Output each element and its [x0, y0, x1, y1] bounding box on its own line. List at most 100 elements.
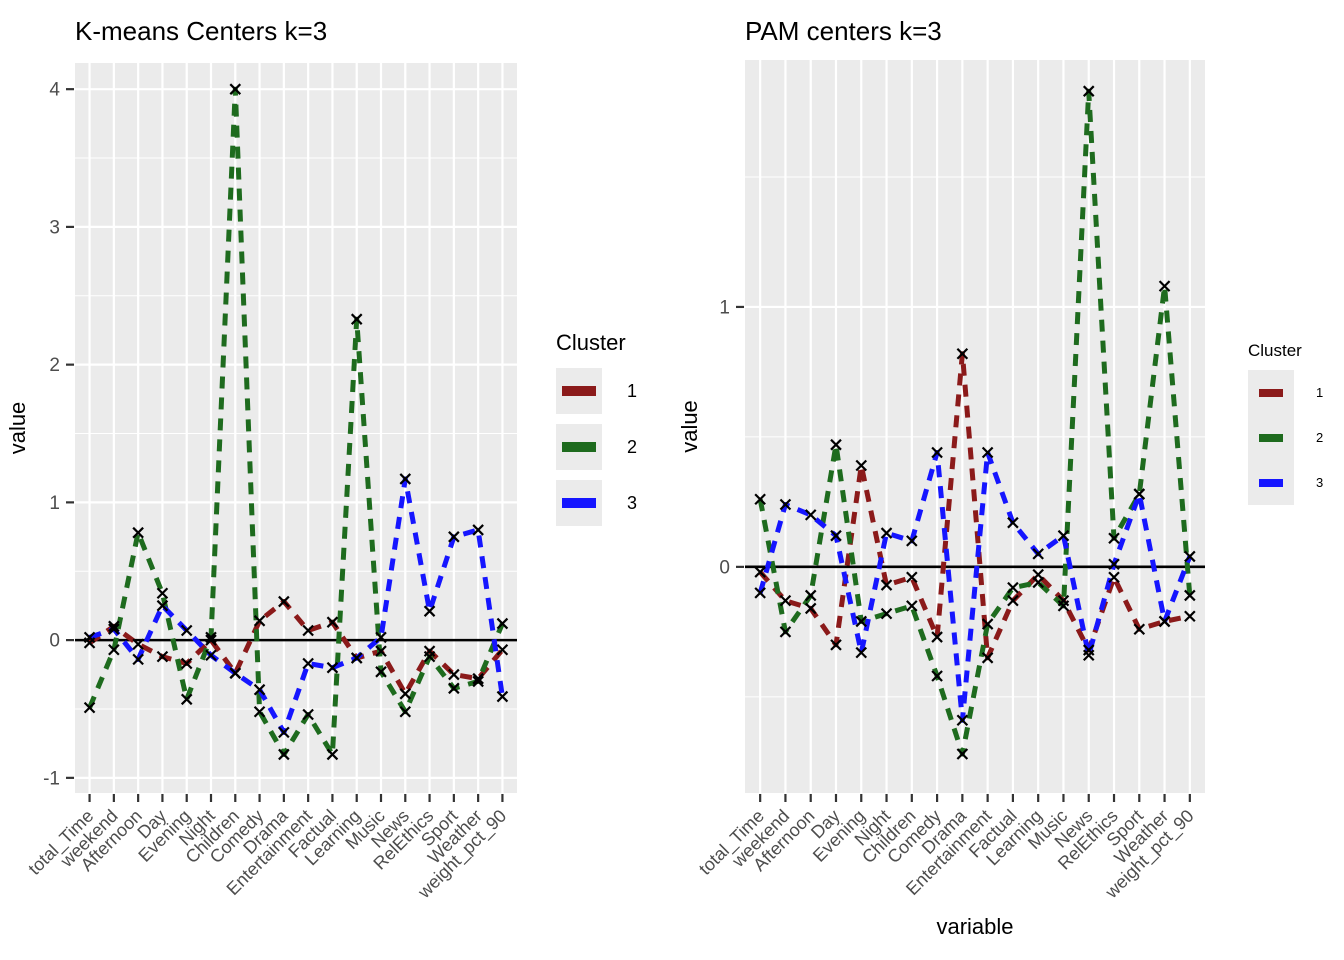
x-marker [1133, 488, 1146, 500]
legend-swatch-cluster-1 [562, 386, 596, 396]
legend-item-cluster-1: 1 [556, 368, 637, 414]
series-line-cluster-2 [757, 88, 1193, 757]
x-marker [375, 631, 387, 644]
x-marker [855, 459, 868, 472]
x-marker [779, 594, 792, 607]
x-marker [326, 661, 339, 674]
x-marker [931, 631, 943, 643]
x-marker [448, 531, 460, 543]
x-marker [399, 473, 412, 485]
y-tick-label: 4 [49, 80, 60, 101]
x-marker [956, 714, 969, 726]
y-tick-label: 1 [719, 297, 730, 318]
legend-item-cluster-2: 2 [1248, 415, 1323, 460]
legend-key [1248, 415, 1294, 460]
x-marker [1184, 550, 1196, 563]
legend-key [1248, 460, 1294, 505]
x-marker [1184, 610, 1196, 623]
legend-label: 3 [627, 492, 638, 513]
x-marker [375, 666, 387, 678]
legend-label: 2 [627, 436, 638, 457]
x-marker [956, 748, 969, 760]
x-marker [83, 631, 96, 644]
x-marker [253, 683, 266, 696]
series-markers-cluster-2 [83, 83, 509, 761]
legend-item-cluster-3: 3 [1248, 460, 1323, 505]
legend-item-cluster-2: 2 [556, 424, 637, 470]
x-marker [754, 566, 766, 578]
legend-kmeans: Cluster 1 2 3 [556, 330, 637, 536]
chart-title: K-means Centers k=3 [75, 16, 327, 46]
x-marker [278, 748, 290, 761]
legend-label: 1 [1316, 385, 1324, 400]
x-marker [180, 657, 193, 670]
x-marker [754, 587, 766, 599]
x-marker [931, 446, 943, 459]
legend-swatch-cluster-2 [1259, 433, 1283, 442]
x-marker [804, 509, 817, 521]
x-marker [1007, 581, 1019, 594]
x-marker [1032, 548, 1044, 560]
series-line-cluster-2 [87, 86, 505, 757]
x-marker [132, 638, 144, 651]
x-marker [108, 623, 120, 635]
x-marker [156, 587, 169, 600]
x-axis-title: variable [936, 914, 1013, 939]
legend-key [1248, 370, 1294, 415]
x-marker [1082, 85, 1095, 97]
chart-pam: 01total_TimeweekendAfternoonDayEveningNi… [677, 16, 1205, 939]
x-marker [108, 643, 120, 656]
x-marker [132, 653, 144, 666]
y-tick-label: 2 [49, 355, 60, 376]
x-marker [779, 498, 792, 511]
x-marker [399, 688, 412, 700]
x-marker [350, 652, 363, 664]
x-marker [156, 650, 169, 663]
x-marker [132, 526, 144, 539]
chart-title: PAM centers k=3 [745, 16, 942, 46]
legend-swatch-cluster-3 [562, 498, 596, 508]
x-marker [804, 602, 817, 615]
x-marker [350, 313, 363, 325]
y-axis-title: value [5, 402, 30, 455]
x-marker [496, 617, 509, 630]
x-marker [779, 626, 792, 638]
x-marker [1184, 589, 1196, 602]
x-marker [855, 615, 868, 628]
legend-key [556, 480, 602, 526]
x-marker [302, 624, 314, 637]
x-marker [375, 645, 387, 657]
legend-item-cluster-3: 3 [556, 480, 637, 526]
x-marker [496, 690, 509, 703]
x-marker [496, 643, 509, 656]
legend-title: Cluster [1248, 341, 1302, 360]
y-tick-label: 3 [49, 217, 60, 238]
x-marker [326, 748, 339, 761]
series-markers-cluster-3 [83, 473, 509, 739]
x-marker [302, 657, 314, 670]
x-marker [108, 620, 120, 633]
x-marker [880, 579, 893, 591]
x-marker [1007, 594, 1019, 607]
y-tick-label: -1 [43, 768, 60, 789]
legend-swatch-cluster-1 [1259, 388, 1283, 397]
legend-label: 2 [1316, 430, 1324, 445]
legend-pam: Cluster 1 2 3 [1248, 341, 1323, 505]
x-marker [830, 639, 842, 651]
x-marker [1158, 615, 1171, 628]
x-marker [1057, 600, 1070, 612]
x-marker [253, 615, 266, 627]
legend-label: 1 [627, 380, 638, 401]
x-marker [906, 600, 918, 612]
x-marker [399, 705, 412, 718]
x-marker [180, 624, 193, 637]
x-marker [205, 634, 217, 646]
x-marker [906, 535, 918, 547]
x-marker [180, 693, 193, 706]
x-marker [253, 705, 266, 718]
x-marker [472, 524, 484, 536]
legend-swatch-cluster-2 [562, 442, 596, 452]
x-marker [156, 599, 169, 612]
x-marker [981, 446, 994, 459]
